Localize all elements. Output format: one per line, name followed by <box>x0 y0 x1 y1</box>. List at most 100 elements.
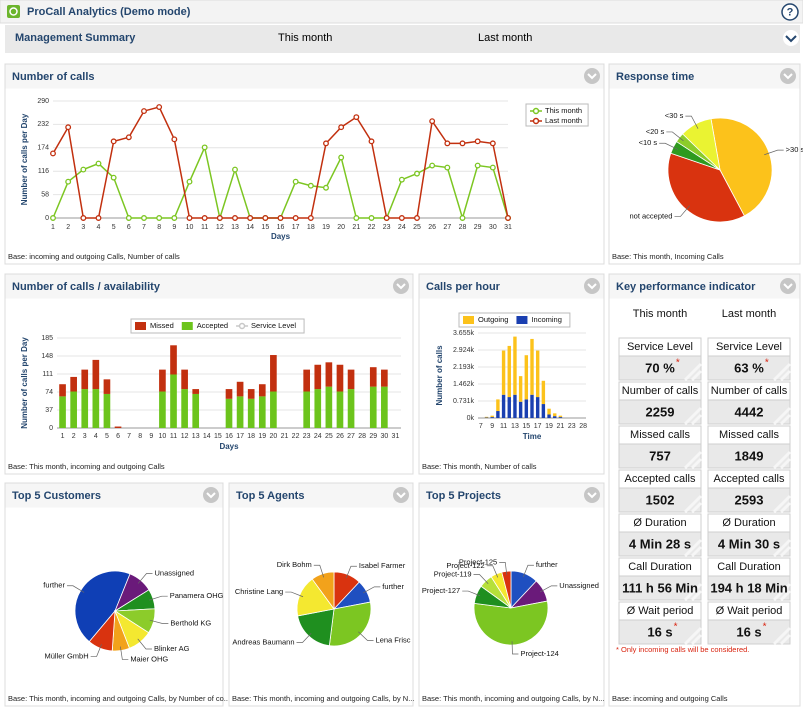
leader-line <box>285 591 304 598</box>
legend-swatch <box>181 322 193 330</box>
slice-label: Project-127 <box>422 586 460 595</box>
kpi-value-box <box>618 399 702 425</box>
nav-toggle[interactable] <box>783 30 799 46</box>
collapse-button[interactable] <box>584 487 600 503</box>
point <box>110 138 117 145</box>
kpi-stripes <box>683 626 703 646</box>
point <box>292 178 299 185</box>
kpi-label: Call Duration <box>717 561 781 573</box>
collapse-button[interactable] <box>780 68 796 84</box>
legend-label: Service Level <box>251 321 296 330</box>
kpi-stripes <box>683 450 703 470</box>
bar-segment <box>225 389 233 399</box>
y-tick-label: 2.193k <box>453 364 475 371</box>
x-tick-label: 18 <box>247 433 255 440</box>
bar-segment <box>181 369 188 390</box>
slice-label: <20 s <box>646 127 665 136</box>
x-tick-label: 5 <box>112 224 116 231</box>
panel-title: Top 5 Agents <box>236 490 304 502</box>
x-tick-label: 23 <box>303 433 311 440</box>
nav-tab[interactable]: Last month <box>478 32 532 44</box>
x-tick-label: 10 <box>186 224 194 231</box>
bar-segment <box>236 381 244 397</box>
collapse-button[interactable] <box>393 278 409 294</box>
legend-swatch <box>532 117 540 125</box>
x-tick-label: 7 <box>142 224 146 231</box>
point <box>201 215 208 221</box>
point <box>353 114 360 121</box>
bar-segment <box>530 338 534 395</box>
bar-segment <box>303 369 311 392</box>
point <box>247 215 254 221</box>
slice-label: further <box>382 582 404 591</box>
slice-label: Berthold KG <box>170 619 211 628</box>
leader-line <box>499 562 508 576</box>
x-tick-label: 1 <box>61 433 65 440</box>
kpi-label: Service Level <box>716 341 782 353</box>
x-tick-label: 20 <box>269 433 277 440</box>
bar-segment <box>59 384 66 397</box>
x-tick-label: 13 <box>231 224 239 231</box>
legend-swatch <box>463 316 474 324</box>
bar-segment <box>535 350 540 398</box>
point <box>474 138 481 145</box>
leader-line <box>674 205 690 217</box>
point <box>80 215 87 221</box>
collapse-button[interactable] <box>584 278 600 294</box>
legend-box <box>525 103 589 127</box>
nav-tab[interactable]: This month <box>278 32 332 44</box>
kpi-value: 1502 <box>646 492 675 507</box>
kpi-label: Number of calls <box>711 385 788 397</box>
panel-title: Calls per hour <box>426 281 501 293</box>
bar-segment <box>325 362 333 387</box>
bar-segment <box>258 396 266 428</box>
y-tick-label: 116 <box>38 168 49 175</box>
kpi-note: * Only incoming calls will be considered… <box>616 645 749 654</box>
y-tick-label: 185 <box>41 335 53 342</box>
point <box>292 215 299 221</box>
panel-title: Response time <box>616 71 694 83</box>
collapse-button[interactable] <box>393 487 409 503</box>
kpi-stripes <box>772 582 792 602</box>
collapse-button[interactable] <box>584 68 600 84</box>
point <box>323 184 329 191</box>
point <box>186 178 193 185</box>
point <box>338 124 345 131</box>
y-tick-label: 58 <box>41 191 49 198</box>
slice-label: <10 s <box>639 138 658 147</box>
chevron-icon <box>587 283 597 290</box>
panel-header <box>229 483 413 508</box>
bar-segment <box>535 397 540 418</box>
x-tick-label: 29 <box>369 433 377 440</box>
point <box>201 144 208 151</box>
bar-segment <box>369 386 377 428</box>
collapse-button[interactable] <box>780 278 796 294</box>
x-tick-label: 19 <box>545 423 553 430</box>
bar-segment <box>70 391 77 428</box>
point <box>141 108 147 115</box>
nav-toggle-icon <box>785 35 797 43</box>
kpi-value: 16 s <box>736 624 761 639</box>
kpi-star: * <box>676 358 680 369</box>
help-label[interactable]: ? <box>787 6 794 18</box>
collapse-button[interactable] <box>203 487 219 503</box>
x-tick-label: 28 <box>358 433 366 440</box>
y-tick-label: 111 <box>42 371 53 378</box>
slice-label: Project-122 <box>446 561 484 570</box>
bar-segment <box>490 415 494 418</box>
point <box>444 140 451 147</box>
x-tick-label: 16 <box>225 433 233 440</box>
leader-line <box>666 131 684 142</box>
footnote: Base: This month, incoming and outgoing … <box>8 694 230 703</box>
point <box>398 176 405 183</box>
y-tick-label: 74 <box>45 389 53 396</box>
bar-segment <box>181 389 188 428</box>
kpi-value: 4 Min 30 s <box>718 536 780 551</box>
legend-swatch <box>532 107 540 115</box>
bar-segment <box>496 399 500 412</box>
help-button[interactable] <box>781 3 799 21</box>
x-tick-label: 15 <box>522 423 530 430</box>
leader-line <box>540 585 558 593</box>
y-axis-label: Number of calls per Day <box>20 337 29 429</box>
y-tick-label: 1.462k <box>453 381 475 388</box>
